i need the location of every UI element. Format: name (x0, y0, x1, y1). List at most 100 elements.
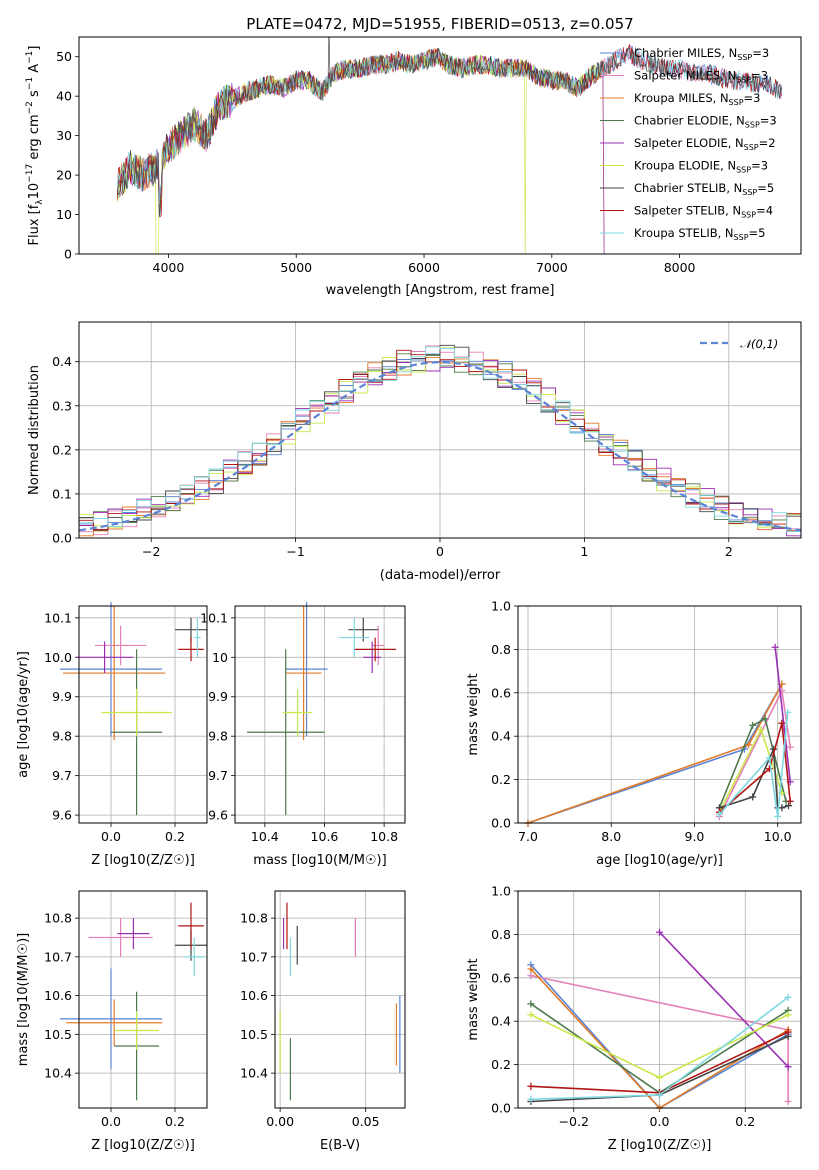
legend-label-sub: SSP (734, 233, 749, 242)
legend-label-sub: SSP (742, 188, 757, 197)
axes-frame (517, 605, 802, 824)
y-tick-label: 9.8 (52, 729, 72, 744)
weight_vs_Z-ylabel: mass weight (466, 958, 481, 1040)
spectrum-ylabel-part: A (27, 64, 42, 77)
weight_vs_age-xlabel: age [log10(age/yr)] (596, 853, 723, 868)
x-tick-label: 4000 (153, 260, 185, 275)
legend-label-main: Chabrier MILES, N (634, 46, 737, 60)
spectrum-ylabel-part: Flux [f (27, 204, 42, 245)
y-tick-label: 10.4 (44, 1066, 72, 1081)
y-tick-label: 0.1 (52, 486, 72, 501)
axes-frame (78, 321, 802, 539)
age_vs_Z-xlabel: Z [log10(Z/Z☉)] (91, 853, 195, 868)
weight-line-0 (527, 683, 783, 824)
y-tick-label: 30 (56, 128, 72, 143)
spectrum-line-5 (116, 48, 604, 254)
y-tick-label: 10.5 (44, 1027, 72, 1042)
x-tick-label: 0.2 (165, 829, 185, 844)
y-tick-label: 10.7 (240, 949, 268, 964)
legend-label-tail: =2 (759, 136, 776, 150)
legend-label-sub: SSP (745, 121, 760, 130)
spectrum-ylabel: Flux [fλ10−17 erg cm−2 s−1 A−1] (25, 46, 45, 246)
spectrum-ylabel-part: ] (27, 46, 42, 51)
legend-normal-label: 𝒩(0,1) (740, 337, 778, 351)
y-tick-label: 9.6 (208, 808, 228, 823)
age_vs_mass-xlabel: mass [log10(M/M☉)] (253, 853, 386, 868)
x-tick-label: 0.0 (101, 829, 121, 844)
mass_vs_EBV-panel: 0.00 0.05 10.4 10.5 10.6 10.7 10.8 E(B-V) (240, 890, 406, 1153)
axes-frame (78, 605, 208, 824)
x-tick-label: 10.4 (251, 829, 279, 844)
histogram-8 (79, 346, 801, 533)
weight-line-3 (718, 717, 787, 809)
y-tick-label: 10.6 (44, 988, 72, 1003)
y-tick-label: 9.9 (52, 689, 72, 704)
weight_vs_age-ylabel: mass weight (466, 673, 481, 755)
spectrum-ylabel-part: −1 (25, 51, 35, 64)
spectrum-ylabel-part: λ (35, 199, 45, 205)
residuals-panel: −2 −1 0 1 2 0.0 0.1 0.2 0.3 0.4 𝒩(0,1) (data-model)… (27, 321, 802, 583)
spectrum-line-8 (116, 48, 783, 205)
y-tick-label: 40 (56, 89, 72, 104)
y-tick-label: 0.3 (52, 398, 72, 413)
y-tick-label: 1.0 (491, 599, 511, 614)
weight-line-7 (718, 722, 791, 813)
x-tick-label: −0.2 (559, 1114, 589, 1129)
axes-frame (517, 890, 802, 1109)
spectrum-xlabel: wavelength [Angstrom, rest frame] (326, 283, 555, 298)
x-tick-label: 0 (436, 544, 444, 559)
legend-label-tail: =3 (744, 91, 761, 105)
x-tick-label: −2 (142, 544, 160, 559)
legend-label-2: Kroupa MILES, NSSP=3 (634, 91, 760, 107)
y-tick-label: 10.5 (240, 1027, 268, 1042)
y-tick-label: 9.8 (208, 729, 228, 744)
legend-label-6: Chabrier STELIB, NSSP=5 (634, 181, 774, 197)
y-tick-label: 10 (212, 650, 228, 665)
weight-line-8 (718, 712, 789, 817)
legend-label-tail: =3 (751, 69, 768, 83)
y-tick-label: 0.4 (491, 1014, 511, 1029)
legend-label-sub: SSP (741, 211, 756, 220)
x-tick-label: 7000 (536, 260, 568, 275)
x-tick-label: 10.0 (764, 829, 792, 844)
y-tick-label: 0.8 (491, 927, 511, 942)
legend-label-main: Kroupa MILES, N (634, 91, 729, 105)
age_vs_Z-panel: 0.0 0.2 9.6 9.7 9.8 9.9 10.0 10.1 Z [log10(Z/Z☉)… (16, 602, 208, 868)
legend-label-tail: =5 (757, 181, 774, 195)
spectrum-line-2 (116, 48, 605, 254)
legend-label-main: Salpeter MILES, N (634, 69, 736, 83)
y-tick-label: 0.6 (491, 685, 511, 700)
y-tick-label: 10.6 (240, 988, 268, 1003)
mass_vs_EBV-xlabel: E(B-V) (320, 1138, 360, 1153)
x-tick-label: 8000 (664, 260, 696, 275)
x-tick-label: 0.2 (735, 1114, 755, 1129)
spectrum-ylabel-part: −1 (25, 77, 35, 90)
y-tick-label: 0.2 (491, 1057, 511, 1072)
y-tick-label: 10.4 (240, 1066, 268, 1081)
y-tick-label: 1.0 (491, 884, 511, 899)
y-tick-label: 0.0 (491, 1101, 511, 1116)
legend-label-sub: SSP (729, 98, 744, 107)
legend-label-main: Salpeter ELODIE, N (634, 136, 744, 150)
x-tick-label: 0.05 (352, 1114, 380, 1129)
legend-label-tail: =5 (749, 226, 766, 240)
y-tick-label: 10.0 (44, 650, 72, 665)
age_vs_mass-panel: 10.4 10.6 10.8 9.6 9.7 9.8 9.9 10 10.1 mass [log1… (200, 602, 406, 868)
y-tick-label: 20 (56, 168, 72, 183)
legend-label-main: Chabrier STELIB, N (634, 181, 742, 195)
legend-label-tail: =3 (752, 46, 769, 60)
legend-label-sub: SSP (736, 76, 751, 85)
x-tick-label: 0.00 (266, 1114, 294, 1129)
spectrum-line-6 (116, 37, 783, 218)
axes-frame (78, 890, 208, 1109)
legend-label-4: Salpeter ELODIE, NSSP=2 (634, 136, 776, 152)
weight_vs_age-panel: 7.0 8.0 9.0 10.0 0.0 0.2 0.4 0.6 0.8 1.0 age [log1… (466, 599, 802, 868)
x-tick-label: 9.0 (685, 829, 705, 844)
mass_vs_Z-panel: 0.0 0.2 10.4 10.5 10.6 10.7 10.8 Z [log10(Z/Z☉)… (16, 890, 208, 1153)
legend-label-main: Kroupa ELODIE, N (634, 159, 736, 173)
axes-frame (234, 605, 406, 824)
weight_vs_Z-panel: −0.2 0.0 0.2 0.0 0.2 0.4 0.6 0.8 1.0 Z [log10(Z/Z… (466, 884, 802, 1153)
y-tick-label: 9.7 (52, 768, 72, 783)
